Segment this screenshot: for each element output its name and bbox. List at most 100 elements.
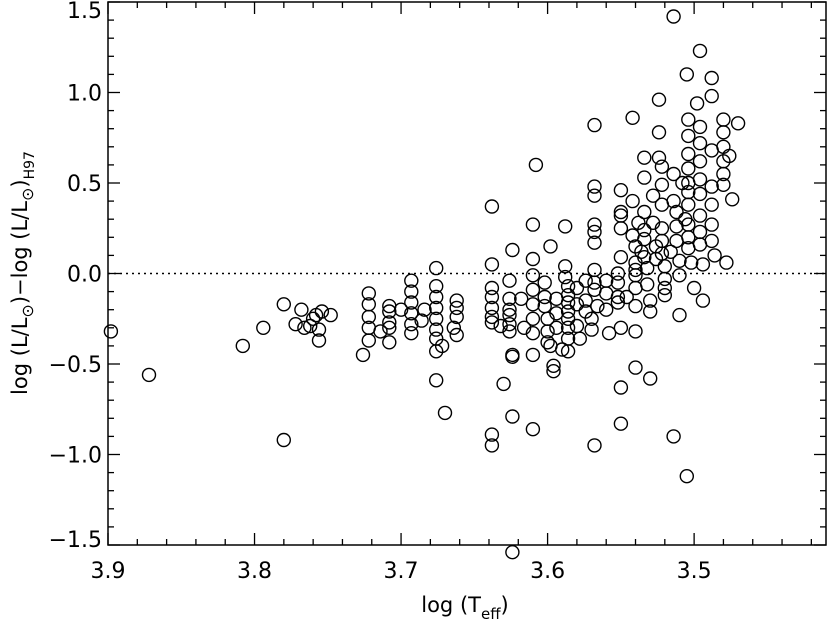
data-point [537, 298, 552, 314]
data-point [692, 135, 708, 151]
data-point [666, 9, 681, 24]
data-point [560, 295, 576, 310]
data-point [679, 67, 694, 82]
data-point [276, 432, 291, 448]
data-point [525, 268, 541, 283]
data-point [692, 172, 708, 187]
data-point [558, 219, 573, 234]
y-tick-label: 1.5 [67, 0, 102, 24]
data-point [546, 358, 561, 373]
data-point [722, 148, 737, 164]
data-point [484, 438, 500, 453]
data-point [587, 275, 602, 290]
data-point [382, 304, 397, 319]
data-point [637, 222, 652, 238]
data-point [625, 110, 640, 126]
data-point [449, 293, 464, 308]
data-point [628, 324, 643, 339]
data-point [637, 204, 652, 220]
data-point [558, 269, 573, 285]
data-point [305, 311, 321, 326]
data-point [692, 154, 708, 169]
data-point [361, 286, 376, 301]
data-point [235, 338, 251, 354]
data-point [404, 306, 419, 321]
data-point [525, 217, 541, 232]
data-point [599, 273, 614, 288]
data-point [505, 409, 520, 424]
data-point [449, 327, 464, 343]
data-point [505, 349, 520, 364]
data-point [628, 360, 643, 375]
data-point [666, 193, 681, 209]
data-point [679, 469, 694, 484]
y-tick-label: 1.0 [67, 82, 102, 107]
data-point [314, 304, 330, 319]
data-point [434, 338, 450, 354]
data-point [537, 275, 552, 290]
data-point [525, 297, 541, 312]
data-point [429, 279, 444, 294]
data-point [681, 161, 696, 176]
data-point [692, 208, 708, 223]
data-point [666, 429, 681, 444]
data-point [643, 304, 658, 319]
data-point [695, 293, 711, 308]
data-point [692, 43, 708, 59]
data-point [141, 367, 157, 383]
data-point [672, 253, 687, 268]
data-point [613, 221, 629, 236]
data-point [502, 307, 517, 323]
data-point [625, 193, 640, 209]
data-point [514, 291, 529, 306]
data-point [654, 177, 670, 193]
data-point [546, 364, 561, 379]
data-point [414, 313, 429, 328]
data-point [613, 182, 629, 198]
data-point [669, 204, 684, 220]
data-point [684, 255, 699, 270]
data-point [361, 309, 376, 325]
data-point [323, 307, 338, 323]
data-point [429, 373, 444, 388]
data-point [601, 326, 617, 341]
data-point [484, 309, 500, 325]
data-point [502, 273, 517, 288]
data-point [404, 326, 419, 341]
data-point [525, 347, 541, 363]
data-point [704, 88, 719, 104]
data-point [540, 335, 555, 350]
data-point [730, 116, 746, 131]
data-point [256, 320, 271, 335]
data-point [613, 380, 629, 395]
data-point [311, 322, 327, 337]
data-point [484, 289, 500, 305]
data-point [666, 166, 681, 182]
data-point [695, 257, 711, 272]
data-point [294, 302, 309, 317]
data-point [560, 279, 576, 294]
data-point [502, 302, 517, 317]
data-point [587, 224, 602, 240]
y-tick-label: −1.5 [49, 528, 102, 553]
x-tick-label: 3.5 [677, 559, 712, 584]
data-point [404, 295, 419, 310]
data-point [628, 280, 643, 296]
data-point [537, 289, 552, 305]
data-point [704, 179, 719, 194]
y-axis-ticks: −1.5 −1.0 −0.5 0.0 0.5 1.0 1.5 [49, 0, 826, 553]
data-point [599, 286, 614, 301]
data-point [704, 70, 719, 86]
data-point [502, 291, 517, 306]
data-point [619, 289, 634, 305]
data-point [540, 324, 555, 339]
data-point [681, 146, 696, 162]
data-point [103, 324, 119, 339]
data-point [429, 289, 444, 305]
data-point [704, 143, 719, 158]
data-point [657, 280, 672, 296]
data-point [669, 219, 684, 234]
data-point [587, 117, 602, 133]
data-point [288, 317, 303, 332]
x-tick-label: 3.8 [237, 559, 272, 584]
